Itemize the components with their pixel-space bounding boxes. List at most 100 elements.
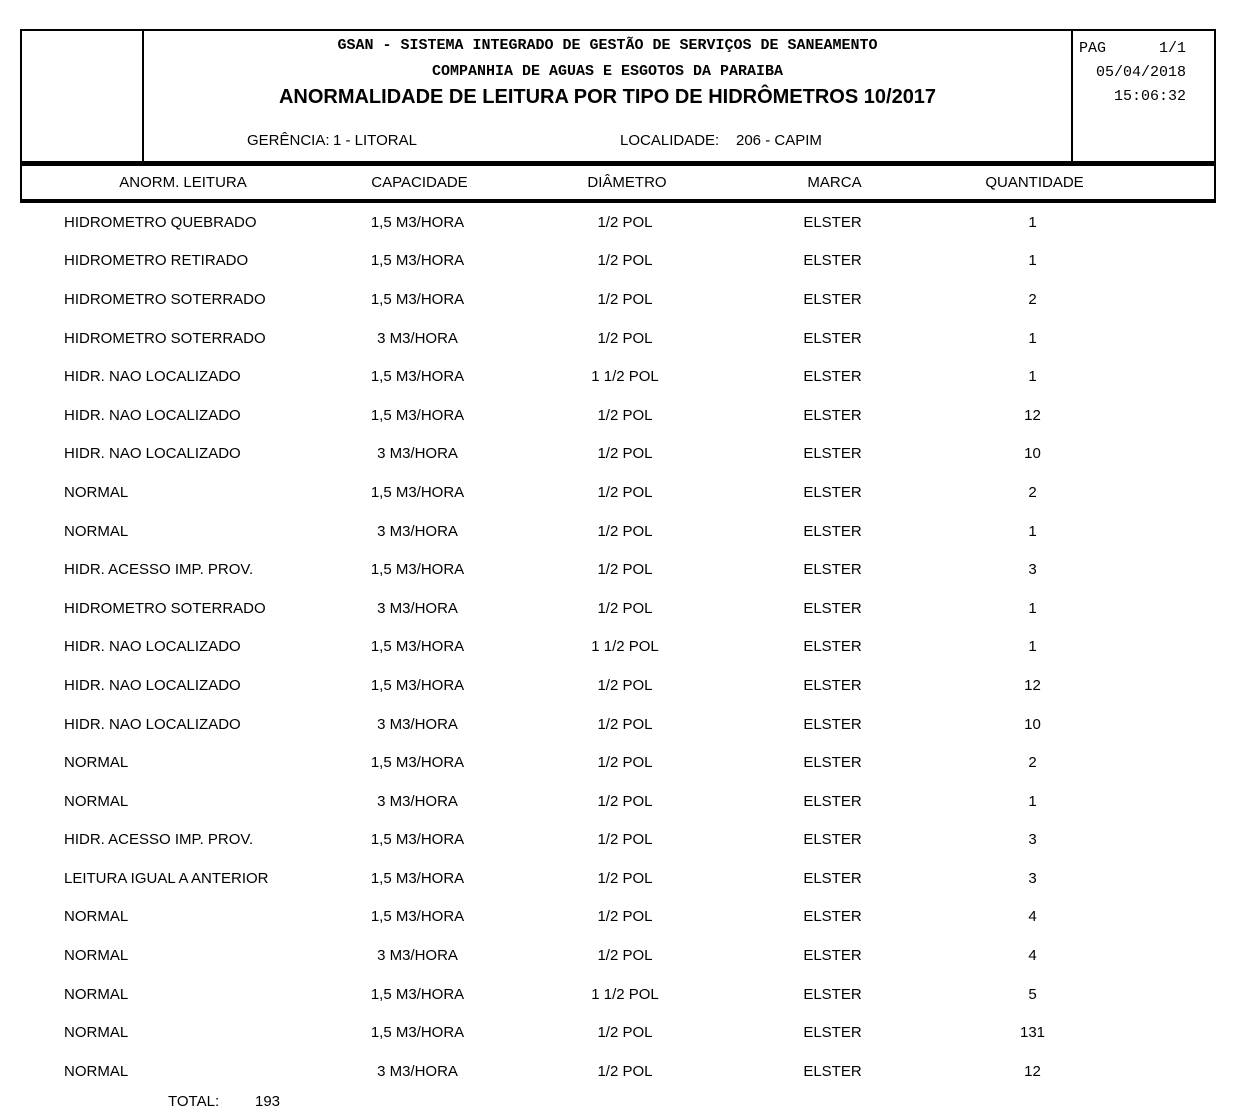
cell-diametro: 1/2 POL bbox=[597, 908, 653, 926]
page-number-line: PAG 1/1 bbox=[1079, 37, 1186, 61]
cell-capacidade: 1,5 M3/HORA bbox=[370, 754, 465, 772]
localidade-label: LOCALIDADE: bbox=[620, 132, 720, 149]
cell-anorm-leitura: NORMAL bbox=[64, 947, 129, 965]
table-row: HIDR. NAO LOCALIZADO 1,5 M3/HORA 1 1/2 P… bbox=[20, 628, 1216, 667]
cell-anorm-leitura: NORMAL bbox=[64, 1024, 129, 1042]
table-row: NORMAL 1,5 M3/HORA 1/2 POL ELSTER 4 bbox=[20, 898, 1216, 937]
table-row: HIDR. NAO LOCALIZADO 1,5 M3/HORA 1/2 POL… bbox=[20, 396, 1216, 435]
table-row: HIDROMETRO QUEBRADO 1,5 M3/HORA 1/2 POL … bbox=[20, 203, 1216, 242]
cell-capacidade: 1,5 M3/HORA bbox=[370, 483, 465, 501]
table-row: HIDR. NAO LOCALIZADO 3 M3/HORA 1/2 POL E… bbox=[20, 705, 1216, 744]
report-filters-line: GERÊNCIA: 1 - LITORAL LOCALIDADE: 206 - … bbox=[144, 132, 1071, 152]
cell-capacidade: 1,5 M3/HORA bbox=[370, 831, 465, 849]
cell-diametro: 1/2 POL bbox=[597, 792, 653, 810]
cell-capacidade: 1,5 M3/HORA bbox=[370, 368, 465, 386]
cell-anorm-leitura: HIDROMETRO SOTERRADO bbox=[64, 599, 266, 617]
cell-anorm-leitura: NORMAL bbox=[64, 792, 129, 810]
cell-anorm-leitura: NORMAL bbox=[64, 522, 129, 540]
cell-marca: ELSTER bbox=[803, 252, 862, 270]
cell-capacidade: 1,5 M3/HORA bbox=[370, 908, 465, 926]
cell-diametro: 1/2 POL bbox=[597, 599, 653, 617]
cell-capacidade: 3 M3/HORA bbox=[377, 947, 458, 965]
cell-quantidade: 1 bbox=[1028, 368, 1037, 386]
cell-marca: ELSTER bbox=[803, 368, 862, 386]
cell-capacidade: 1,5 M3/HORA bbox=[370, 869, 465, 887]
cell-quantidade: 5 bbox=[1028, 985, 1037, 1003]
cell-anorm-leitura: HIDR. NAO LOCALIZADO bbox=[64, 715, 241, 733]
cell-marca: ELSTER bbox=[803, 599, 862, 617]
cell-diametro: 1/2 POL bbox=[597, 676, 653, 694]
cell-marca: ELSTER bbox=[803, 947, 862, 965]
column-header-quantidade: QUANTIDADE bbox=[985, 174, 1084, 191]
cell-quantidade: 12 bbox=[1024, 406, 1041, 424]
cell-diametro: 1/2 POL bbox=[597, 947, 653, 965]
cell-marca: ELSTER bbox=[803, 445, 862, 463]
cell-quantidade: 131 bbox=[1019, 1024, 1046, 1042]
cell-diametro: 1/2 POL bbox=[597, 522, 653, 540]
cell-quantidade: 1 bbox=[1028, 329, 1037, 347]
cell-diametro: 1/2 POL bbox=[597, 869, 653, 887]
cell-quantidade: 2 bbox=[1028, 754, 1037, 772]
cell-diametro: 1/2 POL bbox=[597, 1062, 653, 1080]
cell-capacidade: 1,5 M3/HORA bbox=[370, 213, 465, 231]
cell-diametro: 1 1/2 POL bbox=[591, 638, 659, 656]
cell-diametro: 1/2 POL bbox=[597, 561, 653, 579]
cell-capacidade: 3 M3/HORA bbox=[377, 1062, 458, 1080]
cell-marca: ELSTER bbox=[803, 792, 862, 810]
cell-quantidade: 10 bbox=[1024, 445, 1041, 463]
cell-diametro: 1/2 POL bbox=[597, 715, 653, 733]
cell-marca: ELSTER bbox=[803, 406, 862, 424]
table-row: HIDR. ACESSO IMP. PROV. 1,5 M3/HORA 1/2 … bbox=[20, 821, 1216, 860]
column-header-capacidade: CAPACIDADE bbox=[371, 174, 468, 191]
cell-marca: ELSTER bbox=[803, 869, 862, 887]
cell-capacidade: 1,5 M3/HORA bbox=[370, 638, 465, 656]
cell-marca: ELSTER bbox=[803, 908, 862, 926]
cell-diametro: 1/2 POL bbox=[597, 445, 653, 463]
cell-anorm-leitura: HIDROMETRO SOTERRADO bbox=[64, 329, 266, 347]
table-row: NORMAL 3 M3/HORA 1/2 POL ELSTER 1 bbox=[20, 512, 1216, 551]
cell-quantidade: 1 bbox=[1028, 213, 1037, 231]
cell-anorm-leitura: LEITURA IGUAL A ANTERIOR bbox=[64, 869, 269, 887]
logo-placeholder-cell bbox=[22, 31, 144, 161]
cell-anorm-leitura: HIDR. ACESSO IMP. PROV. bbox=[64, 831, 254, 849]
cell-anorm-leitura: HIDR. NAO LOCALIZADO bbox=[64, 368, 241, 386]
page-label: PAG bbox=[1079, 40, 1107, 57]
cell-capacidade: 1,5 M3/HORA bbox=[370, 1024, 465, 1042]
column-header-diametro: DIÂMETRO bbox=[587, 174, 667, 191]
cell-diametro: 1/2 POL bbox=[597, 1024, 653, 1042]
table-row: HIDROMETRO SOTERRADO 1,5 M3/HORA 1/2 POL… bbox=[20, 280, 1216, 319]
cell-anorm-leitura: HIDR. NAO LOCALIZADO bbox=[64, 638, 241, 656]
cell-diametro: 1/2 POL bbox=[597, 406, 653, 424]
table-row: HIDROMETRO RETIRADO 1,5 M3/HORA 1/2 POL … bbox=[20, 242, 1216, 281]
page-info-box: PAG 1/1 05/04/2018 15:06:32 bbox=[1071, 31, 1214, 161]
cell-marca: ELSTER bbox=[803, 561, 862, 579]
table-row: NORMAL 1,5 M3/HORA 1/2 POL ELSTER 2 bbox=[20, 473, 1216, 512]
cell-diametro: 1/2 POL bbox=[597, 754, 653, 772]
column-header-marca: MARCA bbox=[807, 174, 862, 191]
cell-marca: ELSTER bbox=[803, 1062, 862, 1080]
report-header-box: GSAN - SISTEMA INTEGRADO DE GESTÃO DE SE… bbox=[20, 29, 1216, 163]
cell-marca: ELSTER bbox=[803, 329, 862, 347]
table-row: NORMAL 3 M3/HORA 1/2 POL ELSTER 4 bbox=[20, 936, 1216, 975]
cell-anorm-leitura: NORMAL bbox=[64, 908, 129, 926]
cell-capacidade: 3 M3/HORA bbox=[377, 329, 458, 347]
cell-quantidade: 1 bbox=[1028, 252, 1037, 270]
cell-quantidade: 1 bbox=[1028, 638, 1037, 656]
cell-anorm-leitura: NORMAL bbox=[64, 985, 129, 1003]
gerencia-value: 1 - LITORAL bbox=[333, 132, 417, 149]
table-row: NORMAL 1,5 M3/HORA 1 1/2 POL ELSTER 5 bbox=[20, 975, 1216, 1014]
cell-marca: ELSTER bbox=[803, 985, 862, 1003]
cell-anorm-leitura: HIDR. NAO LOCALIZADO bbox=[64, 676, 241, 694]
cell-capacidade: 1,5 M3/HORA bbox=[370, 561, 465, 579]
system-name-line: GSAN - SISTEMA INTEGRADO DE GESTÃO DE SE… bbox=[337, 37, 878, 54]
cell-marca: ELSTER bbox=[803, 213, 862, 231]
cell-capacidade: 1,5 M3/HORA bbox=[370, 252, 465, 270]
cell-marca: ELSTER bbox=[803, 638, 862, 656]
localidade-value: 206 - CAPIM bbox=[736, 132, 822, 149]
cell-capacidade: 3 M3/HORA bbox=[377, 792, 458, 810]
cell-quantidade: 3 bbox=[1028, 869, 1037, 887]
cell-diametro: 1/2 POL bbox=[597, 483, 653, 501]
cell-diametro: 1 1/2 POL bbox=[591, 985, 659, 1003]
cell-anorm-leitura: HIDR. NAO LOCALIZADO bbox=[64, 406, 241, 424]
